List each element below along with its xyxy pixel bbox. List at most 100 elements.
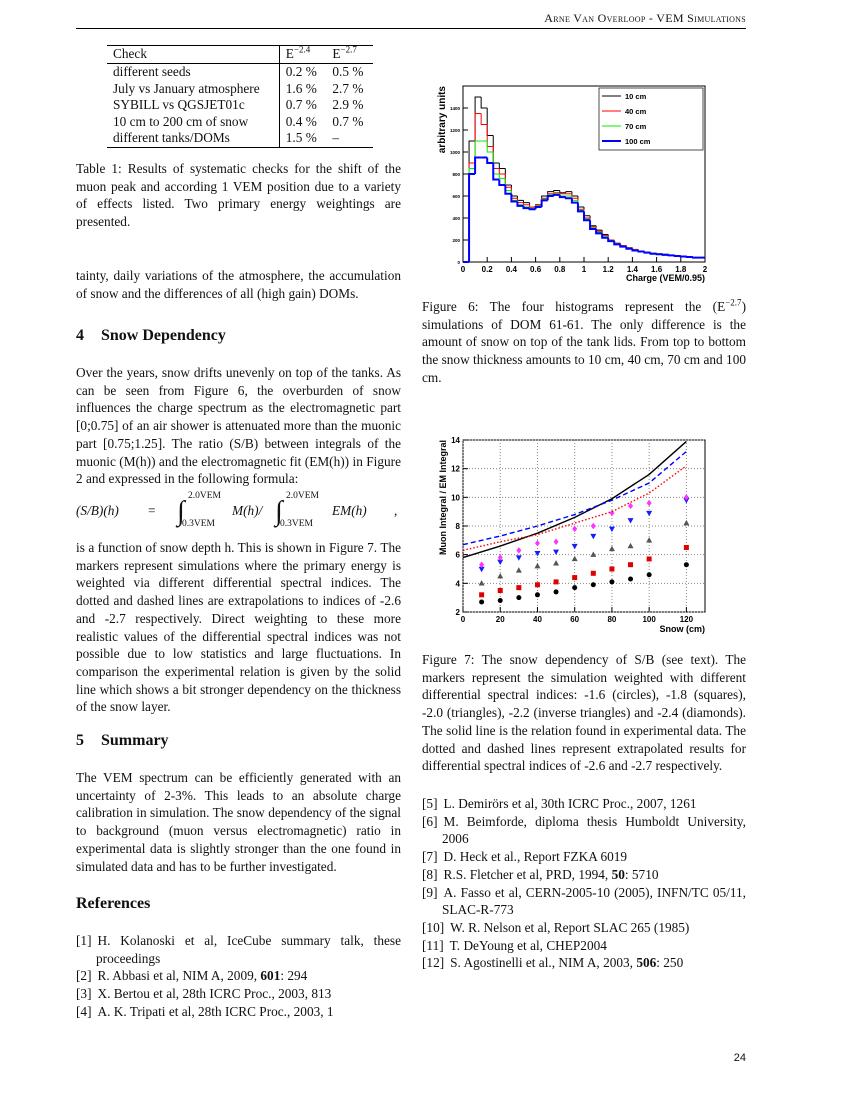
paragraph: The VEM spectrum can be efficiently gene… — [76, 770, 401, 874]
x-tick-label: 0.8 — [554, 265, 566, 274]
histogram-bin — [631, 248, 639, 252]
histogram-bin — [619, 244, 627, 248]
table-cell: July vs January atmosphere — [107, 80, 280, 97]
histogram-bin — [528, 208, 536, 211]
reference: [5] L. Demirörs et al, 30th ICRC Proc., 2… — [422, 795, 746, 813]
table-cell: 0.4 % — [285, 113, 317, 129]
figure-6: 0 0.2 0.4 0.6 0.8 1 1.2 1.4 1.6 1.8 2 0 200 400 600 800… — [437, 85, 708, 283]
reference-label: [1] — [76, 933, 92, 948]
marker — [590, 533, 597, 540]
formula: (S/B)(h) = ∫ 2.0VEM 0.3VEM M(h)/ ∫ 2.0VE… — [76, 491, 406, 534]
histogram-bin — [546, 195, 554, 201]
marker — [590, 551, 597, 557]
reference: [1] H. Kolanoski et al, IceCube summary t… — [76, 932, 401, 967]
integral-lower: 0.3VEM — [182, 519, 215, 529]
reference: [11] T. DeYoung et al, CHEP2004 — [422, 937, 746, 955]
marker — [608, 545, 615, 552]
histogram-bin — [583, 211, 591, 222]
table: Check E−2.4 E−2.7 different seeds 0.2 % 0.… — [107, 45, 373, 148]
y-tick-label: 1000 — [450, 150, 461, 155]
table-cell: – — [332, 130, 340, 145]
paragraph: tainty, daily variations of the atmosphe… — [76, 268, 401, 301]
reference-label: [4] — [76, 1003, 92, 1019]
marker — [516, 585, 522, 591]
marker — [478, 580, 485, 586]
histogram-bin — [534, 206, 542, 210]
histogram-bin — [643, 251, 651, 254]
marker — [553, 560, 560, 566]
marker — [516, 595, 522, 601]
y-tick-label: 10 — [451, 493, 460, 502]
reference-text: M. Beimforde, diploma thesis Humboldt Un… — [442, 813, 746, 847]
y-axis-label: Muon Integral / EM Integral — [438, 440, 448, 555]
reference: [8] R.S. Fletcher et al, PRD, 1994, 50: 5… — [422, 866, 746, 884]
table-cell: 0.7 % — [332, 113, 364, 129]
section-number: 5 — [76, 732, 84, 749]
marker — [534, 551, 541, 557]
marker — [534, 562, 541, 569]
histogram-bin — [480, 113, 488, 125]
table-row: different tanks/DOMs 1.5 % – — [107, 130, 373, 147]
marker — [646, 537, 653, 543]
table-cell: 2.9 % — [332, 97, 364, 112]
table-body: different seeds 0.2 % 0.5 % July vs January… — [107, 63, 373, 147]
table-caption: Table 1: Results of systematic checks fo… — [76, 161, 401, 230]
line — [462, 450, 687, 546]
reference-label: [11] — [422, 937, 444, 953]
reference: [9] A. Fasso et al, CERN-2005-10 (2005), … — [422, 884, 746, 919]
x-tick-label: 1.6 — [651, 265, 663, 274]
histogram-bin — [679, 255, 687, 258]
marker — [572, 525, 578, 533]
x-axis-label: Snow (cm) — [659, 624, 705, 634]
reference: [2] R. Abbasi et al, NIM A, 2009, 601: 29… — [76, 967, 401, 985]
table-cell: 10 cm to 200 cm of snow — [107, 113, 280, 130]
reference-label: [6] — [422, 813, 438, 829]
reference-label: [3] — [76, 986, 92, 1002]
histogram-bin — [685, 256, 693, 259]
x-tick-label: 1.8 — [675, 265, 687, 274]
histogram-bin — [564, 197, 572, 200]
histogram-bin — [480, 97, 488, 109]
reference-text: R. Abbasi et al, NIM A, 2009, — [97, 968, 261, 984]
marker — [571, 555, 578, 562]
marker — [608, 526, 615, 533]
marker — [628, 562, 634, 568]
x-tick-label: 1.2 — [603, 265, 615, 274]
marker — [628, 576, 634, 582]
reference-label: [8] — [422, 866, 438, 882]
integral-upper: 2.0VEM — [188, 491, 221, 501]
marker — [497, 559, 504, 566]
x-tick-label: 0.2 — [482, 265, 494, 274]
marker — [609, 566, 615, 572]
y-tick-label: 6 — [456, 551, 461, 560]
header-cell: E−2.4 — [279, 45, 326, 64]
paragraph: is a function of snow depth h. This is s… — [76, 540, 401, 715]
marker — [628, 502, 634, 510]
marker — [497, 588, 503, 593]
table-cell: 1.5 % — [285, 130, 317, 145]
y-tick-label: 12 — [451, 465, 460, 474]
x-tick-label: 0 — [461, 615, 466, 624]
cell-text: E — [285, 46, 294, 62]
histogram-bin — [649, 252, 657, 255]
caption-text: Figure 6: The four histograms represent … — [422, 299, 726, 314]
histogram-bin — [486, 157, 494, 164]
reference: [3] X. Bertou et al, 28th ICRC Proc., 200… — [76, 985, 401, 1003]
histogram-bin — [589, 220, 597, 230]
integral-sign: ∫ — [177, 496, 185, 527]
histogram-bin — [516, 201, 524, 207]
table-cell: 1.6 % — [285, 80, 317, 96]
histogram-bin — [607, 237, 615, 243]
reference-text: L. Demirörs et al, 30th ICRC Proc., 2007… — [443, 796, 697, 811]
x-tick-label: 2 — [703, 265, 708, 274]
legend-label: 100 cm — [625, 137, 651, 146]
figure-caption: Figure 7: The snow dependency of S/B (se… — [422, 652, 746, 774]
marker — [627, 542, 634, 549]
reference: [12] S. Agostinelli et al., NIM A, 2003, … — [422, 954, 746, 972]
y-tick-label: 600 — [452, 194, 460, 199]
reference-text: S. Agostinelli et al., NIM A, 2003, — [450, 955, 637, 971]
section-number: 4 — [76, 327, 84, 344]
table-header: Check E−2.4 E−2.7 — [107, 45, 373, 64]
y-axis-label: arbitrary units — [437, 86, 448, 154]
